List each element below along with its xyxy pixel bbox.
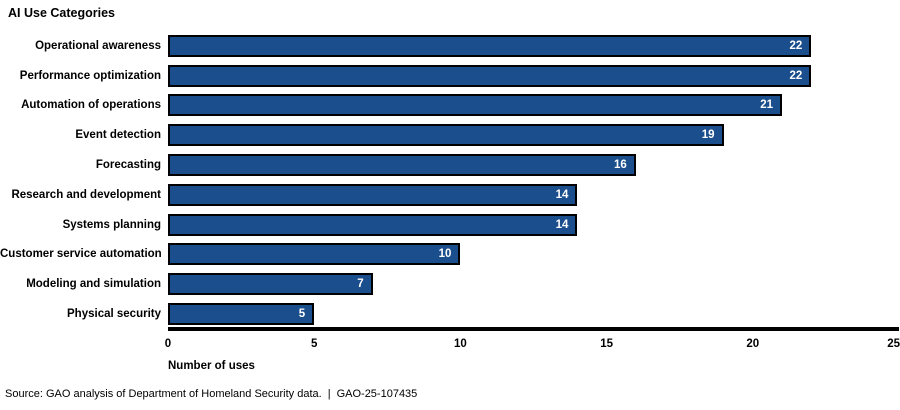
x-axis-label: Number of uses (168, 360, 255, 372)
category-label: Modeling and simulation (26, 278, 161, 291)
report-id: GAO-25-107435 (336, 388, 418, 400)
bar: 5 (168, 303, 315, 326)
bar-chart: Operational awareness 22 Performance opt… (0, 31, 899, 329)
bar: 16 (168, 154, 636, 177)
category-label: Customer service automation (0, 248, 162, 261)
x-axis-ticks: 0 5 10 15 20 25 (164, 338, 900, 352)
category-label: Research and development (11, 188, 161, 201)
bar-track: 22 (168, 34, 899, 57)
category-label: Event detection (75, 129, 161, 142)
bar-track: 5 (168, 303, 899, 326)
value-label: 5 (298, 308, 306, 321)
category-label: Systems planning (62, 218, 161, 231)
bar: 19 (168, 124, 724, 147)
x-tick-label: 5 (310, 338, 318, 350)
x-tick-label: 20 (746, 338, 760, 350)
bar-track: 21 (168, 94, 899, 117)
bar-row: Systems planning 14 (0, 210, 899, 240)
bar-row: Research and development 14 (0, 180, 899, 210)
bar-row: Forecasting 16 (0, 150, 899, 180)
bar-row: Operational awareness 22 (0, 31, 899, 61)
value-label: 7 (357, 278, 364, 291)
x-tick-label: 0 (164, 338, 172, 350)
value-label: 16 (614, 159, 627, 172)
bar: 22 (168, 64, 812, 87)
chart-title: AI Use Categories (8, 6, 115, 20)
bar-row: Event detection 19 (0, 120, 899, 150)
bar-track: 14 (168, 183, 899, 206)
bar: 14 (168, 213, 578, 236)
value-label: 21 (760, 99, 774, 112)
bar-track: 22 (168, 64, 899, 87)
x-tick-label: 15 (600, 338, 613, 350)
source-separator: | (327, 388, 331, 400)
bar-track: 16 (168, 154, 899, 177)
bar: 22 (168, 34, 812, 57)
category-label: Forecasting (95, 159, 161, 172)
category-label: Physical security (67, 308, 161, 321)
source-note: Source: GAO analysis of Department of Ho… (5, 388, 417, 400)
bar-track: 7 (168, 273, 899, 296)
bar-track: 10 (168, 243, 899, 266)
x-axis-line (168, 327, 899, 331)
value-label: 10 (438, 248, 452, 261)
value-label: 22 (789, 39, 803, 52)
source-text: Source: GAO analysis of Department of Ho… (5, 388, 322, 400)
bar: 21 (168, 94, 783, 117)
category-label: Performance optimization (19, 69, 161, 82)
value-label: 22 (789, 69, 803, 82)
bar: 14 (168, 183, 578, 206)
value-label: 19 (701, 129, 715, 142)
bar: 7 (168, 273, 373, 296)
bar-row: Automation of operations 21 (0, 91, 899, 121)
x-tick-label: 25 (887, 338, 900, 350)
bar-row: Physical security 5 (0, 299, 899, 329)
bar-row: Performance optimization 22 (0, 61, 899, 91)
value-label: 14 (555, 218, 569, 231)
x-tick-label: 10 (453, 338, 467, 350)
value-label: 14 (555, 188, 569, 201)
bar-row: Modeling and simulation 7 (0, 269, 899, 299)
bar: 10 (168, 243, 461, 266)
bar-track: 14 (168, 213, 899, 236)
category-label: Automation of operations (21, 99, 161, 112)
category-label: Operational awareness (35, 39, 161, 52)
bar-track: 19 (168, 124, 899, 147)
bar-row: Customer service automation 10 (0, 240, 899, 270)
